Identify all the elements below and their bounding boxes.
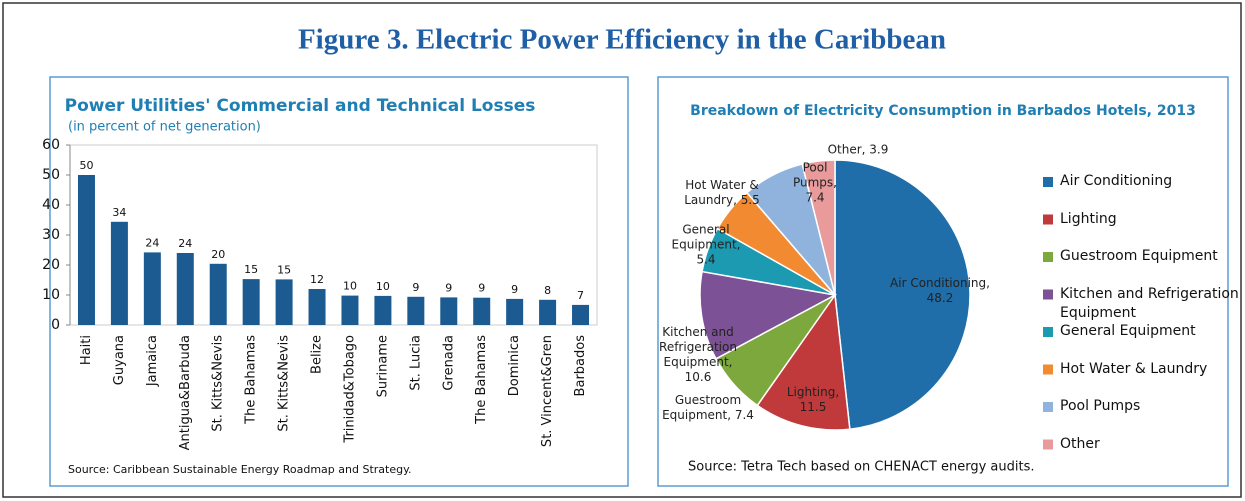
pie-slice xyxy=(699,270,838,360)
data-label: Pool Pumps, 7.4 xyxy=(792,160,837,205)
legend-swatch xyxy=(1043,289,1053,300)
bar xyxy=(308,289,326,325)
panel xyxy=(49,76,629,487)
bar xyxy=(572,304,590,325)
panel xyxy=(657,76,1229,487)
bar xyxy=(176,253,194,325)
bar xyxy=(242,279,260,325)
x-tick-label: The Bahamas xyxy=(474,335,489,425)
x-tick-label: St. Vincent&Gren xyxy=(540,335,555,447)
data-label: Air Conditioning, 48.2 xyxy=(890,276,990,305)
bar xyxy=(506,298,524,325)
y-tick-label: 20 xyxy=(42,257,60,273)
y-tick-label: 60 xyxy=(42,137,60,153)
data-label: General Equipment, 5.4 xyxy=(671,222,741,267)
data-label: 15 xyxy=(277,263,291,276)
bar xyxy=(275,279,293,325)
x-tick-label: St. Kitts&Nevis xyxy=(277,335,292,432)
source: Source: Tetra Tech based on CHENACT ener… xyxy=(688,460,1035,475)
figure-title: Figure 3. Electric Power Efficiency in t… xyxy=(298,24,946,56)
bar xyxy=(539,299,557,325)
data-label: Lighting, 11.5 xyxy=(786,385,840,414)
x-tick-label: Jamaica xyxy=(145,335,160,387)
data-label: 24 xyxy=(145,236,159,249)
legend-swatch xyxy=(1043,439,1053,450)
data-label: Hot Water & Laundry, 5.5 xyxy=(684,178,760,207)
data-label: 12 xyxy=(310,273,324,286)
data-label: 34 xyxy=(112,206,126,219)
x-tick-label: Antigua&Barbuda xyxy=(178,335,193,450)
pie-slice xyxy=(756,292,851,431)
data-label: 10 xyxy=(376,280,390,293)
x-tick-label: The Bahamas xyxy=(244,335,259,425)
pie-slice xyxy=(801,159,836,296)
x-tick-label: Trinidad&Tobago xyxy=(342,335,357,444)
bar xyxy=(110,221,128,325)
chart-title: Power Utilities' Commercial and Technica… xyxy=(65,96,536,116)
source: Source: Caribbean Sustainable Energy Roa… xyxy=(68,463,412,476)
bar xyxy=(77,175,95,325)
data-label: 9 xyxy=(511,283,518,296)
bar xyxy=(143,252,161,325)
data-label: Kitchen and Refrigeration Equipment, 10.… xyxy=(659,325,737,384)
x-tick-label: St. Lucia xyxy=(408,335,423,391)
legend-swatch xyxy=(1043,252,1053,262)
legend-label: Guestroom Equipment xyxy=(1060,248,1218,264)
legend-label: General Equipment xyxy=(1060,323,1196,339)
legend-swatch xyxy=(1043,402,1053,412)
data-label: 9 xyxy=(445,281,452,294)
y-tick-label: 10 xyxy=(42,287,60,303)
data-label: Other, 3.9 xyxy=(827,142,889,157)
x-tick-label: St. Kitts&Nevis xyxy=(211,335,226,432)
pie-slice xyxy=(834,159,971,431)
chart-title: Breakdown of Electricity Consumption in … xyxy=(690,103,1196,119)
legend-swatch xyxy=(1043,364,1053,375)
legend-label: Air Conditioning xyxy=(1060,173,1173,189)
data-label: 7 xyxy=(577,289,584,302)
x-tick-label: Barbados xyxy=(573,335,588,397)
data-label: 9 xyxy=(478,282,485,295)
bar xyxy=(473,297,491,325)
bar xyxy=(407,296,425,325)
x-tick-label: Grenada xyxy=(441,335,456,391)
y-tick-label: 40 xyxy=(42,197,60,213)
bar xyxy=(374,295,392,325)
chart-subtitle: (in percent of net generation) xyxy=(68,120,261,135)
legend-label: Kitchen and Refrigeration Equipment xyxy=(1060,285,1239,321)
y-tick-label: 0 xyxy=(51,317,60,333)
data-label: 10 xyxy=(343,280,357,293)
x-tick-label: Guyana xyxy=(112,335,127,385)
legend-swatch xyxy=(1043,214,1053,225)
legend-swatch xyxy=(1043,177,1053,187)
legend-label: Hot Water & Laundry xyxy=(1060,360,1208,377)
x-tick-label: Belize xyxy=(310,335,325,374)
x-tick-label: Haiti xyxy=(79,335,94,365)
legend-label: Pool Pumps xyxy=(1060,398,1141,414)
data-label: 20 xyxy=(211,248,225,261)
legend-label: Other xyxy=(1060,435,1100,452)
data-label: Guestroom Equipment, 7.4 xyxy=(662,393,754,422)
y-tick-label: 30 xyxy=(42,227,60,243)
x-tick-label: Suriname xyxy=(375,335,390,397)
legend-label: Lighting xyxy=(1060,210,1117,227)
legend-swatch xyxy=(1043,327,1053,337)
bar xyxy=(341,295,359,325)
y-tick-label: 50 xyxy=(42,167,60,183)
data-label: 24 xyxy=(178,237,192,250)
bar xyxy=(440,297,458,325)
x-tick-label: Dominica xyxy=(507,335,522,396)
data-label: 15 xyxy=(244,263,258,276)
data-label: 9 xyxy=(412,281,419,294)
data-label: 50 xyxy=(79,159,93,172)
data-label: 8 xyxy=(544,284,551,297)
bar xyxy=(209,263,227,325)
